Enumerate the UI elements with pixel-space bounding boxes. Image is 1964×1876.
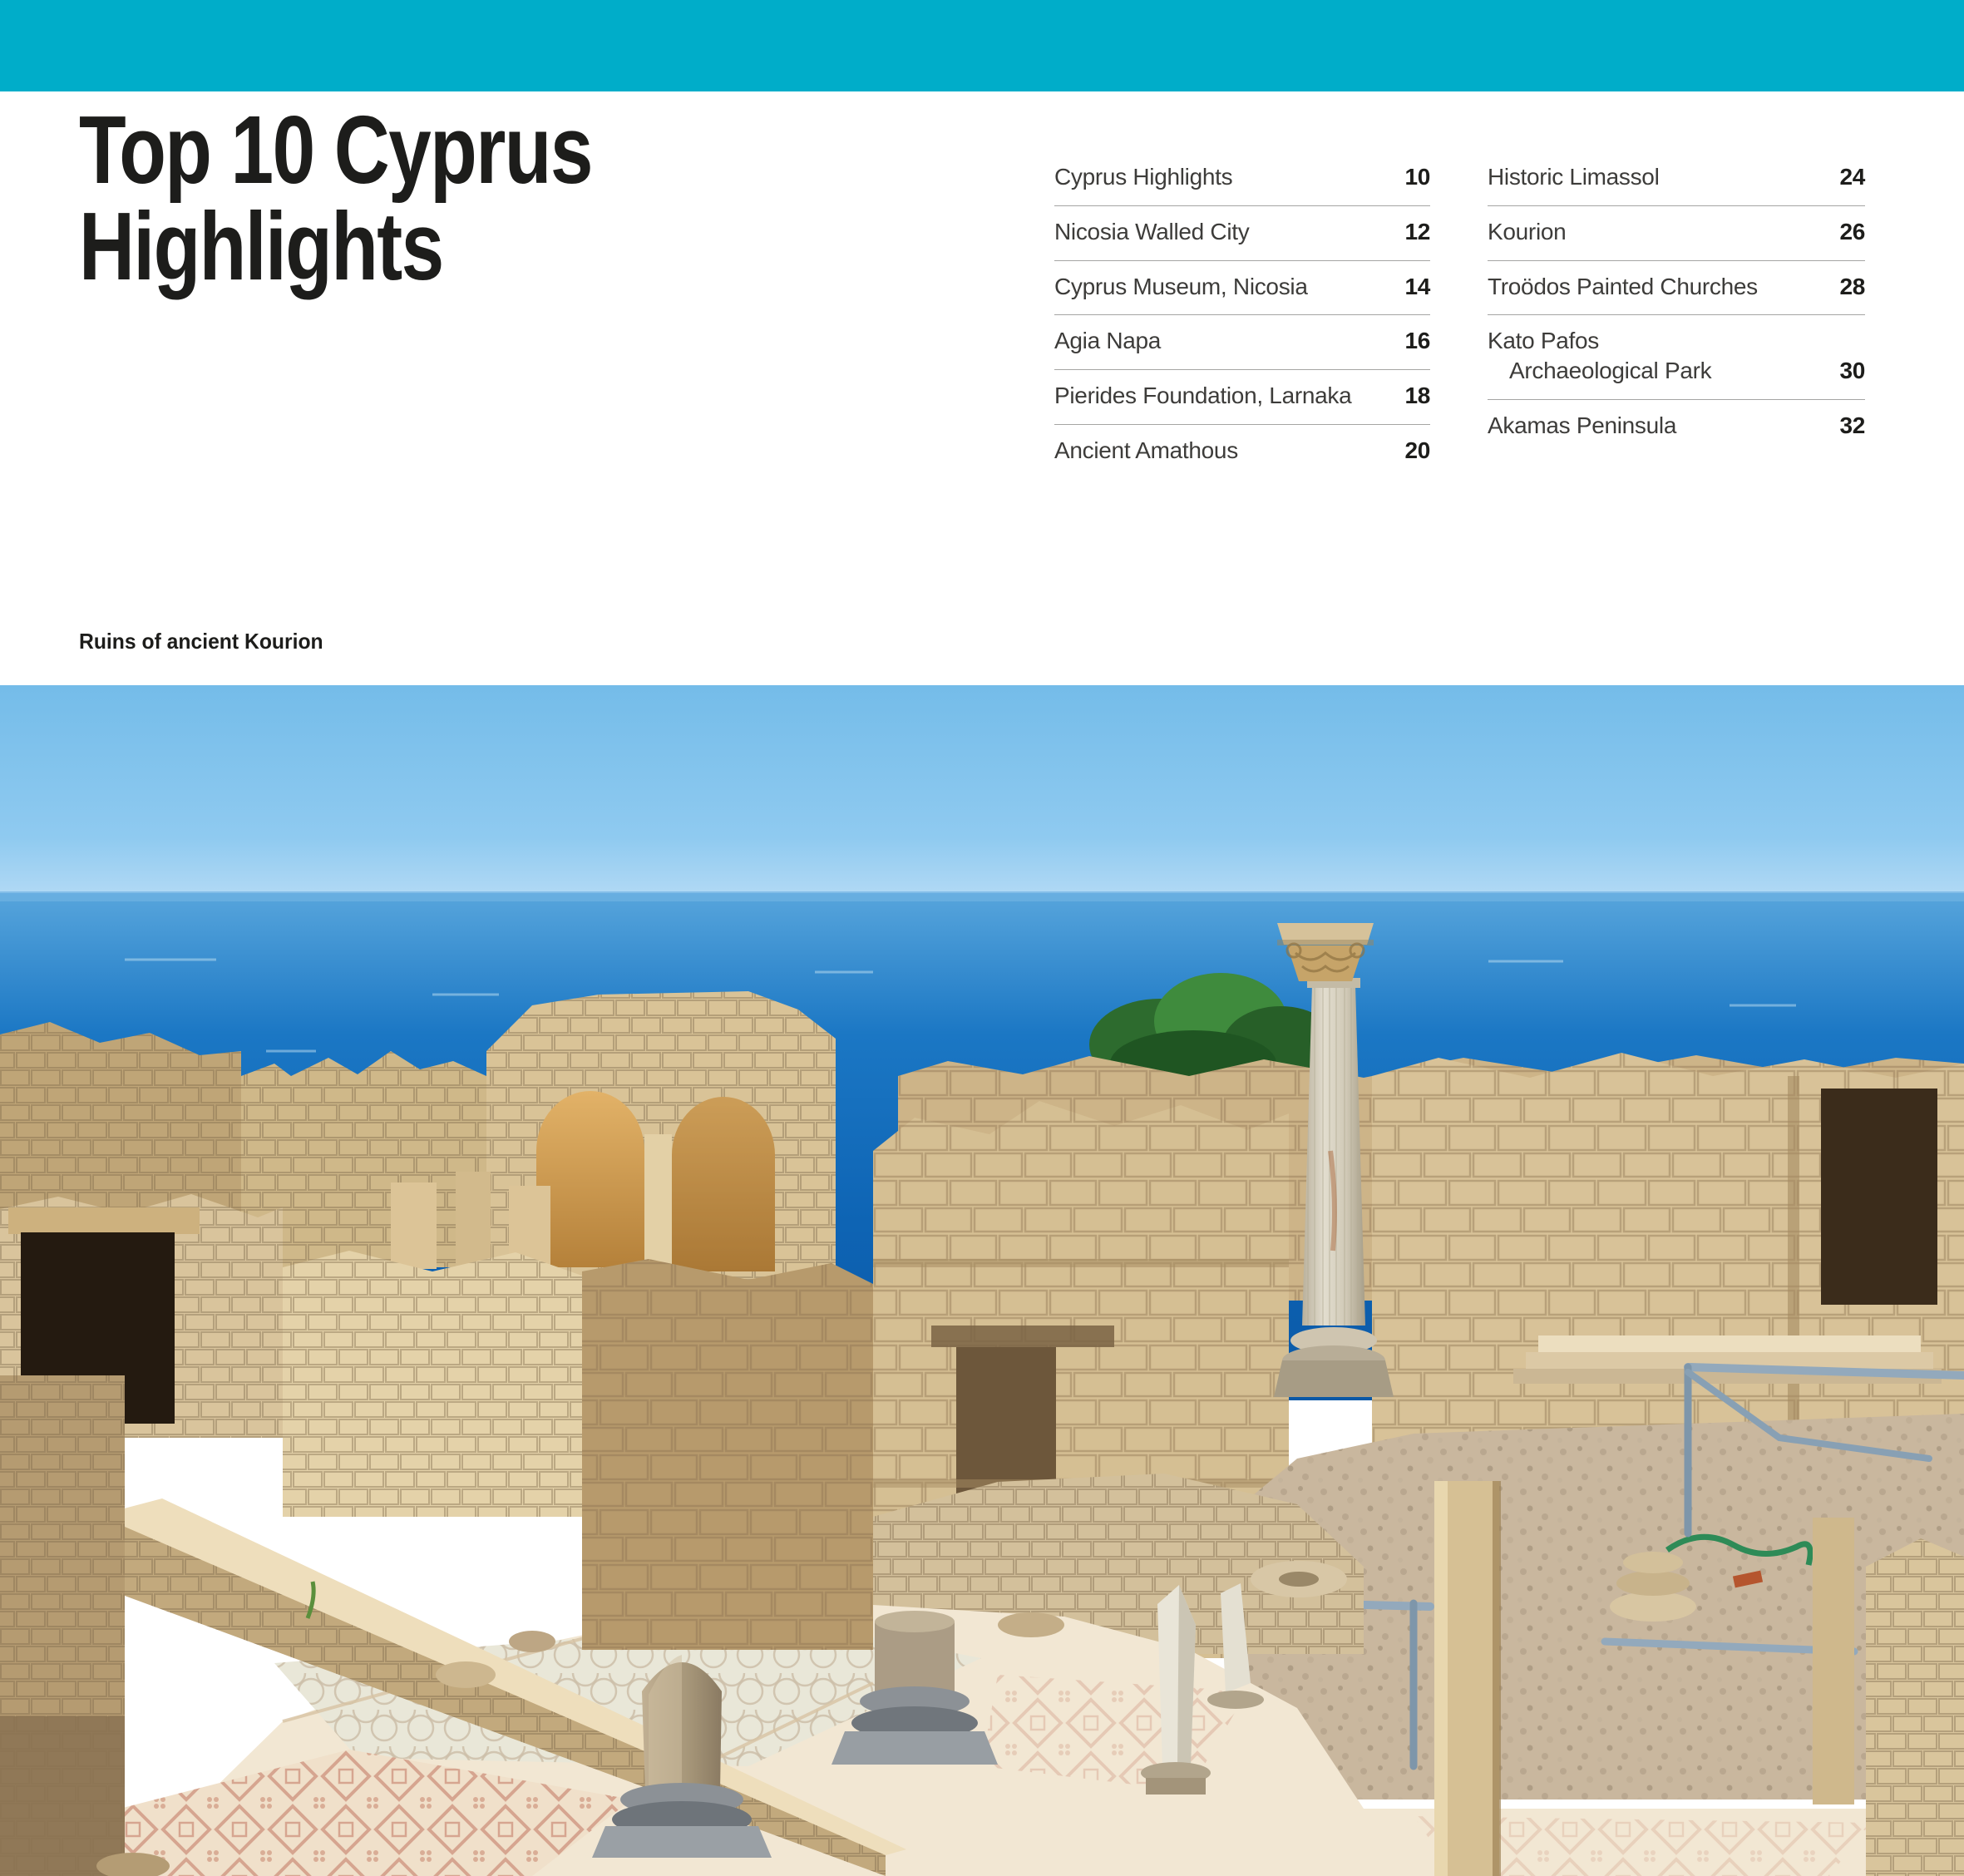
toc-entry-label: Cyprus Highlights: [1054, 164, 1233, 190]
photo-hose: [1665, 1533, 1813, 1566]
toc-entry-label: Cyprus Museum, Nicosia: [1054, 273, 1308, 299]
toc-entry-label-line1: Kato Pafos: [1488, 328, 1599, 354]
toc-entry-agia-napa[interactable]: Agia Napa 16: [1054, 315, 1430, 371]
photo-stela: [592, 1655, 772, 1858]
toc-entry-label: Nicosia Walled City: [1054, 218, 1250, 244]
toc-entry-akamas-peninsula[interactable]: Akamas Peninsula 32: [1488, 400, 1865, 454]
toc-entry-cyprus-museum[interactable]: Cyprus Museum, Nicosia 14: [1054, 261, 1430, 316]
toc-entry-historic-limassol[interactable]: Historic Limassol 24: [1488, 151, 1865, 206]
photo-rubble-stones: [96, 1612, 1064, 1876]
toc-entry-page: 30: [1839, 358, 1865, 384]
toc-entry-label: Kato Pafos Archaeological Park: [1488, 326, 1712, 386]
toc-entry-label-line2: Archaeological Park: [1509, 358, 1712, 384]
photo-marble-shards: [1141, 1583, 1264, 1795]
toc-entry-page: 12: [1404, 218, 1430, 244]
photo-right-wall: [1372, 1053, 1964, 1459]
toc-entry-page: 26: [1839, 218, 1865, 244]
toc-entry-page: 10: [1404, 164, 1430, 190]
toc-column-left: Cyprus Highlights 10 Nicosia Walled City…: [1054, 151, 1430, 479]
photo-pillars: [1434, 1481, 1964, 1876]
photo-midground-walls: [283, 1172, 873, 1650]
toc-entry-label: Akamas Peninsula: [1488, 412, 1677, 439]
toc-entry-troodos-painted-churches[interactable]: Troödos Painted Churches 28: [1488, 261, 1865, 316]
table-of-contents: Cyprus Highlights 10 Nicosia Walled City…: [1054, 151, 1865, 479]
toc-entry-label: Kourion: [1488, 218, 1567, 244]
toc-entry-page: 16: [1404, 328, 1430, 354]
photo-arches: [486, 991, 836, 1292]
toc-entry-label: Ancient Amathous: [1054, 437, 1238, 464]
toc-entry-label: Troödos Painted Churches: [1488, 273, 1758, 299]
toc-entry-cyprus-highlights[interactable]: Cyprus Highlights 10: [1054, 151, 1430, 206]
toc-entry-page: 18: [1404, 383, 1430, 409]
page-title-line2: Highlights: [79, 192, 444, 300]
toc-entry-page: 14: [1404, 273, 1430, 299]
page-title: Top 10 Cyprus Highlights: [79, 96, 593, 300]
toc-entry-label: Agia Napa: [1054, 328, 1162, 354]
toc-entry-label: Pierides Foundation, Larnaka: [1054, 383, 1352, 409]
toc-entry-kourion[interactable]: Kourion 26: [1488, 206, 1865, 261]
photo-mosaic-floor: [58, 1605, 1964, 1876]
photo-column-base: [831, 1611, 998, 1765]
toc-entry-ancient-amathous[interactable]: Ancient Amathous 20: [1054, 425, 1430, 479]
kourion-photo: [0, 685, 1964, 1876]
page-title-line1: Top 10 Cyprus: [79, 96, 593, 204]
photo-sky: [0, 685, 1964, 903]
kourion-photo-svg: [0, 685, 1964, 1876]
photo-caption: Ruins of ancient Kourion: [79, 629, 323, 654]
toc-entry-page: 28: [1839, 273, 1865, 299]
toc-entry-kato-pafos[interactable]: Kato Pafos Archaeological Park 30: [1488, 315, 1865, 401]
accent-bar: [0, 0, 1964, 91]
photo-gravel: [1247, 1414, 1964, 1799]
photo-left-edge-wall: [0, 1375, 125, 1876]
toc-entry-pierides-foundation[interactable]: Pierides Foundation, Larnaka 18: [1054, 370, 1430, 426]
toc-entry-page: 32: [1839, 412, 1865, 439]
photo-column: [1274, 923, 1394, 1397]
toc-entry-page: 24: [1839, 164, 1865, 190]
toc-entry-nicosia-walled-city[interactable]: Nicosia Walled City 12: [1054, 206, 1430, 261]
toc-entry-label: Historic Limassol: [1488, 164, 1660, 190]
toc-entry-page: 20: [1404, 437, 1430, 464]
toc-column-right: Historic Limassol 24 Kourion 26 Troödos …: [1488, 151, 1865, 479]
